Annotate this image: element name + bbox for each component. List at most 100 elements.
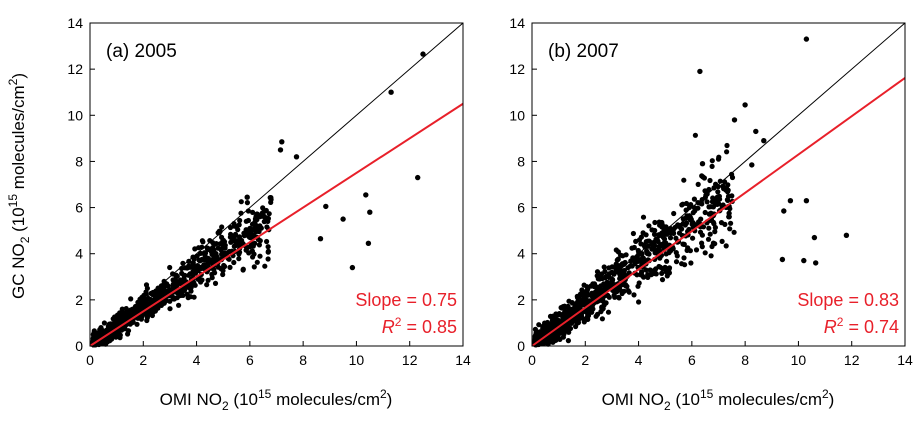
scatter-point [630,230,637,237]
y-tick-label: 12 [509,61,525,77]
scatter-point [712,200,718,206]
x-tick-label: 10 [349,352,365,368]
scatter-point [236,234,243,240]
scatter-point [641,257,647,263]
scatter-point [581,319,587,325]
scatter-point [591,283,597,290]
panel-b-label: (b) 2007 [548,41,619,62]
scatter-point [704,199,710,205]
scatter-point [201,262,207,268]
scatter-point [652,227,658,234]
scatter-point [632,261,638,267]
scatter-point [231,223,237,229]
scatter-point [257,223,263,229]
scatter-point [170,277,176,283]
scatter-point [586,308,593,314]
scatter-point [261,219,267,225]
scatter-point [691,196,698,202]
scatter-point [627,263,634,269]
x-tick-label: 6 [688,352,696,368]
scatter-point [567,325,574,332]
y-tick-label: 2 [517,292,525,308]
scatter-point [211,247,217,253]
x-tick-label: 12 [402,352,418,368]
scatter-point [117,332,123,338]
scatter-point [664,258,670,264]
scatter-point [110,324,116,330]
scatter-point [235,227,241,233]
scatter-point [611,292,617,298]
scatter-point [267,195,273,201]
scatter-point [605,273,611,280]
scatter-point [620,253,626,259]
scatter-point [144,317,150,324]
panel-a-label: (a) 2005 [106,41,177,62]
scatter-point [226,256,232,262]
scatter-point [709,163,715,169]
scatter-point [365,240,372,246]
scatter-point [574,299,581,305]
scatter-point [240,266,246,272]
scatter-point [174,273,180,279]
scatter-point [205,257,211,263]
scatter-point [647,267,654,273]
scatter-point [180,287,186,293]
panel-a-x-axis-title: OMI NO2 (1015 molecules/cm2) [160,387,393,413]
scatter-point [690,235,696,241]
scatter-point [532,326,539,332]
scatter-point [695,205,701,211]
scatter-point [215,245,221,251]
scatter-point [597,288,603,294]
scatter-point [279,139,285,145]
scatter-point [717,178,723,184]
scatter-point [643,232,649,238]
scatter-point [134,321,140,327]
scatter-point [293,154,300,160]
scatter-point [206,246,212,252]
scatter-point [700,224,707,230]
scatter-point [558,305,564,311]
scatter-point [719,238,725,244]
scatter-point [266,211,272,217]
scatter-point [646,223,652,229]
y-tick-label: 0 [75,338,83,354]
y-tick-label: 14 [67,15,83,31]
scatter-point [158,302,164,308]
scatter-point [609,279,615,285]
scatter-point [144,285,150,291]
scatter-point [726,210,732,216]
scatter-point [227,264,233,270]
scatter-point [578,312,585,318]
scatter-point [212,270,218,276]
scatter-point [629,245,635,251]
scatter-point [688,202,694,208]
scatter-point [631,292,637,298]
regression-line [531,77,906,347]
scatter-point [247,235,254,241]
scatter-point [220,271,226,278]
scatter-point [263,215,269,221]
scatter-point [621,267,628,274]
scatter-point [199,238,205,244]
scatter-point [555,332,561,338]
y-tick-label: 4 [517,246,525,262]
scatter-point [198,279,204,285]
scatter-point [569,300,576,306]
scatter-point [680,201,686,207]
scatter-point [673,259,680,265]
scatter-point [155,294,162,300]
scatter-point [138,316,144,322]
scatter-point [813,260,819,266]
scatter-point [731,117,738,123]
scatter-point [673,235,679,241]
scatter-point [781,208,787,214]
scatter-point [212,241,218,247]
panel-b-r2-text: R2 = 0.74 [824,315,899,337]
scatter-point [265,256,271,262]
scatter-point [621,288,627,294]
scatter-point [659,266,666,272]
one-to-one-line [89,22,464,347]
scatter-point [186,258,192,264]
scatter-point [639,272,645,278]
